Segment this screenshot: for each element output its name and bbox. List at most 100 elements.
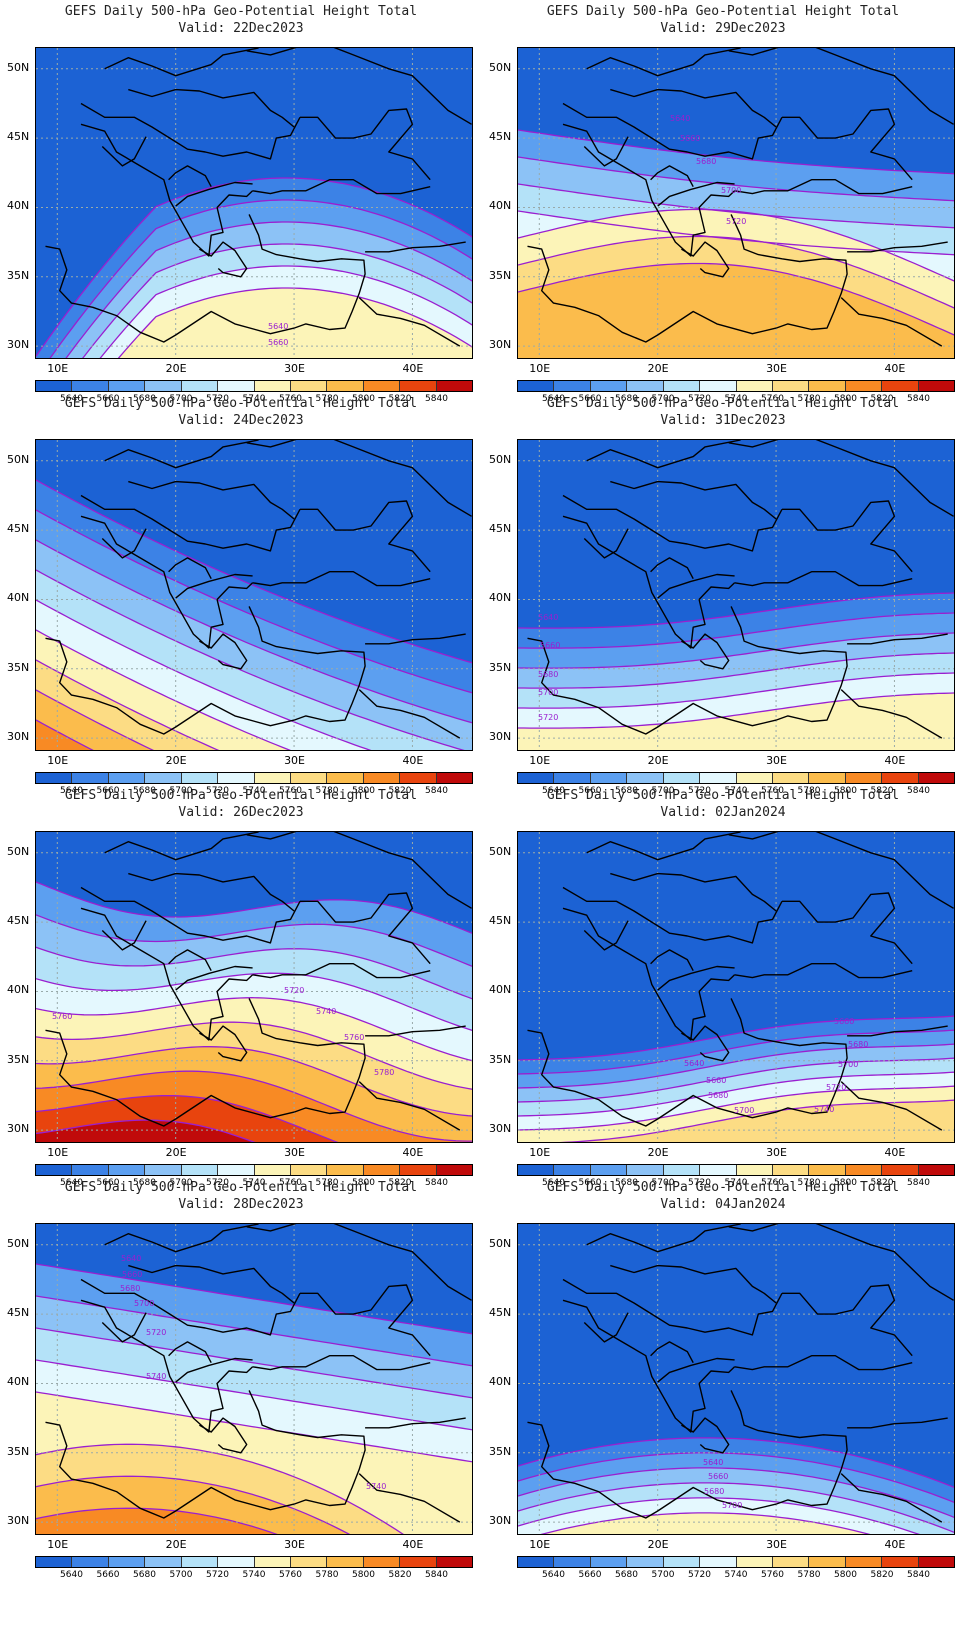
- coastline-border: [80, 1299, 254, 1433]
- longitude-label: 30E: [766, 1146, 788, 1159]
- coastline-border: [681, 241, 730, 278]
- colorbar-label: 5660: [578, 786, 602, 796]
- colorbar-label: 5740: [724, 1178, 748, 1188]
- colorbar-label: 5740: [242, 394, 266, 404]
- colorbar-swatch: [554, 381, 591, 391]
- colorbar-label: 5700: [651, 394, 675, 404]
- contour-label: 5760: [344, 1033, 364, 1042]
- colorbar-label: 5740: [242, 786, 266, 796]
- colorbar-swatch: [772, 773, 810, 783]
- contour-label: 5740: [366, 1482, 386, 1491]
- panel-title: GEFS Daily 500-hPa Geo-Potential Height …: [64, 4, 418, 19]
- latitude-label: 35N: [489, 1052, 512, 1066]
- colorbar-label: 5640: [60, 1570, 83, 1580]
- colorbar-swatch: [663, 1165, 701, 1175]
- coastline-border: [840, 1081, 943, 1131]
- coastline-border: [650, 1341, 694, 1364]
- colorbar-label: 5680: [615, 786, 638, 796]
- coastline-border: [252, 179, 431, 195]
- coastline-border: [657, 965, 735, 991]
- colorbar: [517, 1556, 955, 1568]
- coastline-border: [248, 606, 366, 723]
- coastline-border: [734, 571, 913, 587]
- contour-line: [36, 1263, 472, 1335]
- coastline-border: [80, 1278, 301, 1336]
- colorbar-swatch: [809, 1557, 846, 1567]
- contour-line: [36, 479, 472, 664]
- coastline-border: [199, 633, 248, 670]
- colorbar-swatch: [436, 1165, 473, 1175]
- colorbar-swatch: [518, 381, 555, 391]
- colorbar-label: 5680: [133, 786, 156, 796]
- coastline-border: [175, 181, 253, 207]
- longitude-label: 20E: [165, 1538, 187, 1551]
- coastline-border: [45, 637, 295, 735]
- longitude-label: 20E: [165, 754, 187, 767]
- contour-line: [518, 672, 954, 709]
- longitude-label: 10E: [47, 754, 69, 767]
- coastline-border: [586, 1224, 741, 1253]
- colorbar-swatch: [72, 1165, 109, 1175]
- longitude-label: 40E: [884, 362, 906, 375]
- coastline-border: [358, 297, 461, 347]
- coastline-border: [246, 440, 472, 517]
- height-map: 5640 5660 5680 5700 5720: [517, 47, 955, 359]
- coastline-border: [847, 633, 948, 645]
- colorbar-swatch: [627, 1165, 664, 1175]
- colorbar-swatch: [590, 1165, 628, 1175]
- colorbar-label: 5720: [688, 1178, 711, 1188]
- coastline-border: [252, 963, 431, 979]
- colorbar-swatch: [809, 381, 846, 391]
- colorbar-label: 5640: [60, 786, 83, 796]
- colorbar-label: 5700: [169, 394, 193, 404]
- colorbar-swatch: [918, 773, 955, 783]
- longitude-label: 30E: [766, 754, 788, 767]
- contour-label: 5660: [708, 1472, 728, 1481]
- latitude-label: 50N: [7, 844, 30, 858]
- coastline-border: [80, 123, 254, 257]
- contour-line: [36, 177, 472, 357]
- colorbar-swatch: [108, 1557, 146, 1567]
- latitude-label: 35N: [489, 268, 512, 282]
- colorbar-swatch: [254, 381, 291, 391]
- longitude-label: 40E: [402, 754, 424, 767]
- colorbar-label: 5640: [60, 1178, 83, 1188]
- coastline-border: [586, 832, 741, 861]
- latitude-label: 35N: [7, 1444, 30, 1458]
- contour-label: 5720: [146, 1328, 166, 1337]
- coastline-border: [730, 1390, 848, 1507]
- coastline-border: [252, 1355, 431, 1371]
- colorbar-label: 5780: [797, 394, 821, 404]
- colorbar-label: 5820: [870, 1570, 894, 1580]
- longitude-label: 30E: [766, 362, 788, 375]
- contour-line: [518, 652, 954, 689]
- colorbar-label: 5720: [206, 786, 229, 796]
- panel-valid-date: Valid: 02Jan2024: [660, 805, 786, 820]
- latitude-label: 40N: [489, 591, 512, 605]
- coastline-border: [246, 832, 472, 909]
- coastline-border: [365, 1417, 466, 1429]
- coastline-border: [168, 557, 212, 580]
- colorbar-label: 5820: [388, 1178, 412, 1188]
- coastline-border: [562, 886, 783, 944]
- contour-line: [518, 1497, 920, 1534]
- colorbar-label: 5760: [761, 786, 784, 796]
- latitude-label: 35N: [489, 660, 512, 674]
- coastline-border: [80, 907, 254, 1041]
- panel-valid-date: Valid: 31Dec2023: [660, 413, 786, 428]
- panel-valid-date: Valid: 22Dec2023: [178, 21, 304, 36]
- coastline-border: [246, 48, 472, 125]
- coastline-border: [730, 998, 848, 1115]
- coastline-border: [657, 1357, 735, 1383]
- longitude-label: 40E: [884, 1146, 906, 1159]
- coastline-border: [248, 1390, 366, 1507]
- contour-label: 5640: [538, 613, 558, 622]
- colorbar-label: 5840: [907, 786, 930, 796]
- latitude-label: 30N: [489, 730, 512, 744]
- colorbar-label: 5660: [96, 786, 120, 796]
- panel-valid-date: Valid: 04Jan2024: [660, 1197, 786, 1212]
- contour-label: 5640: [268, 322, 288, 331]
- colorbar-swatch: [918, 1557, 955, 1567]
- latitude-label: 45N: [7, 522, 30, 536]
- colorbar-label: 5660: [578, 1178, 602, 1188]
